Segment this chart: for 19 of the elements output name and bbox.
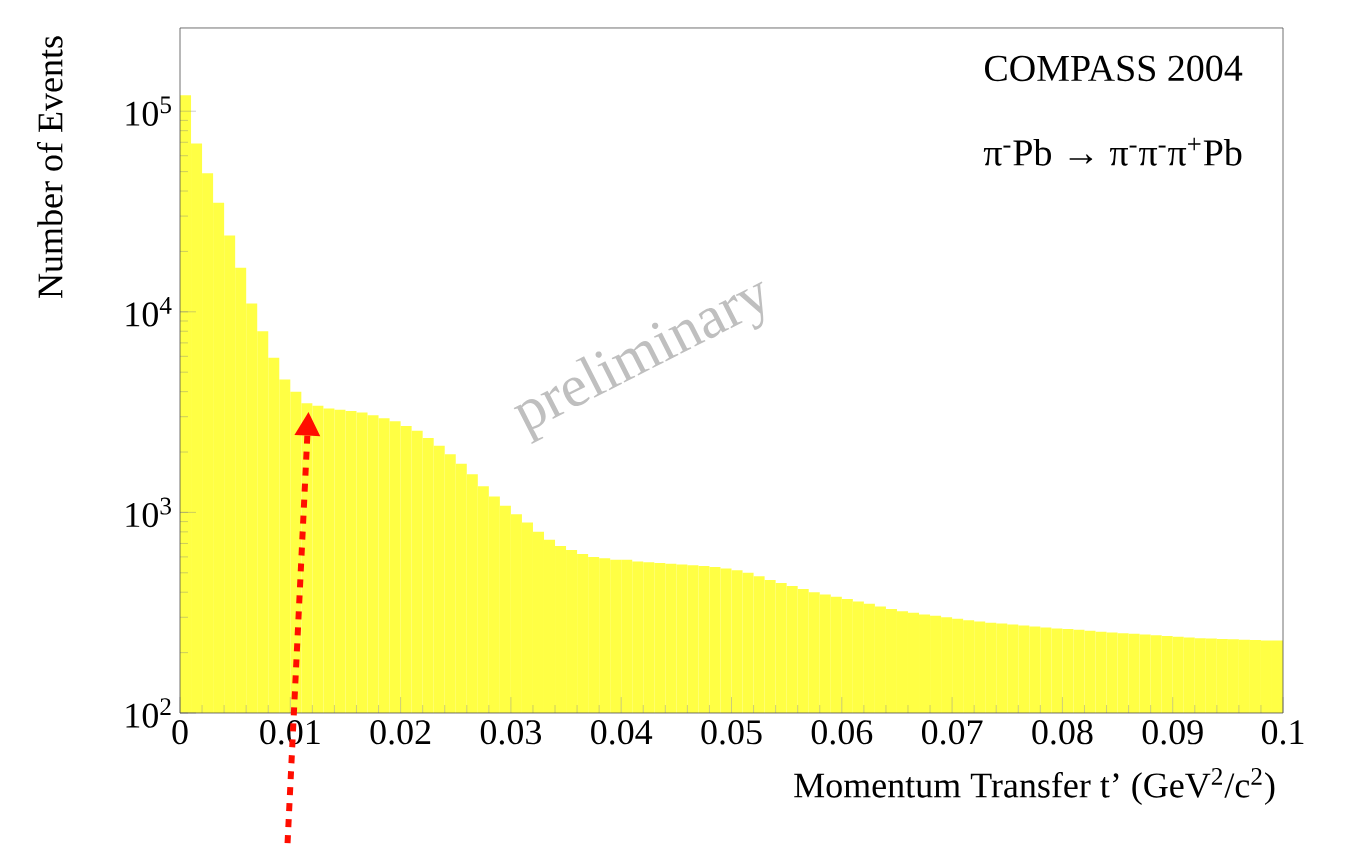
x-tick-label: 0.06 (811, 719, 873, 745)
y-axis-title: Number of Events (36, 36, 63, 298)
x-tick-label: 0.09 (1142, 719, 1203, 745)
x-tick-label: 0.08 (1032, 719, 1093, 745)
x-tick-label: 0.01 (260, 719, 320, 745)
x-tick-label: 0.05 (701, 719, 762, 745)
y-tick-label: 10$^{4}$ (126, 296, 172, 327)
x-tick-label: 0.03 (480, 719, 541, 745)
y-tick-label: 10$^{5}$ (126, 96, 171, 126)
x-tick-label: 0.04 (591, 719, 653, 745)
annotation: COMPASS 2004 (984, 55, 1243, 82)
x-tick-label: 0.1 (1261, 719, 1304, 745)
x-tick-label: 0.07 (921, 719, 983, 745)
x-tick-label: 0.02 (370, 719, 431, 745)
x-axis-title: Momentum Transfer t’ (GeV$^{2}$/c$^{2}$) (794, 767, 1275, 805)
x-tick-label: 0 (172, 719, 188, 745)
y-tick-label: 10$^{3}$ (126, 497, 171, 528)
text: π$^{-}$Pb → π$^{-}$π$^{-}$π$^{+}$Pb (983, 137, 1242, 166)
y-tick-label: 10$^{2}$ (126, 698, 171, 728)
